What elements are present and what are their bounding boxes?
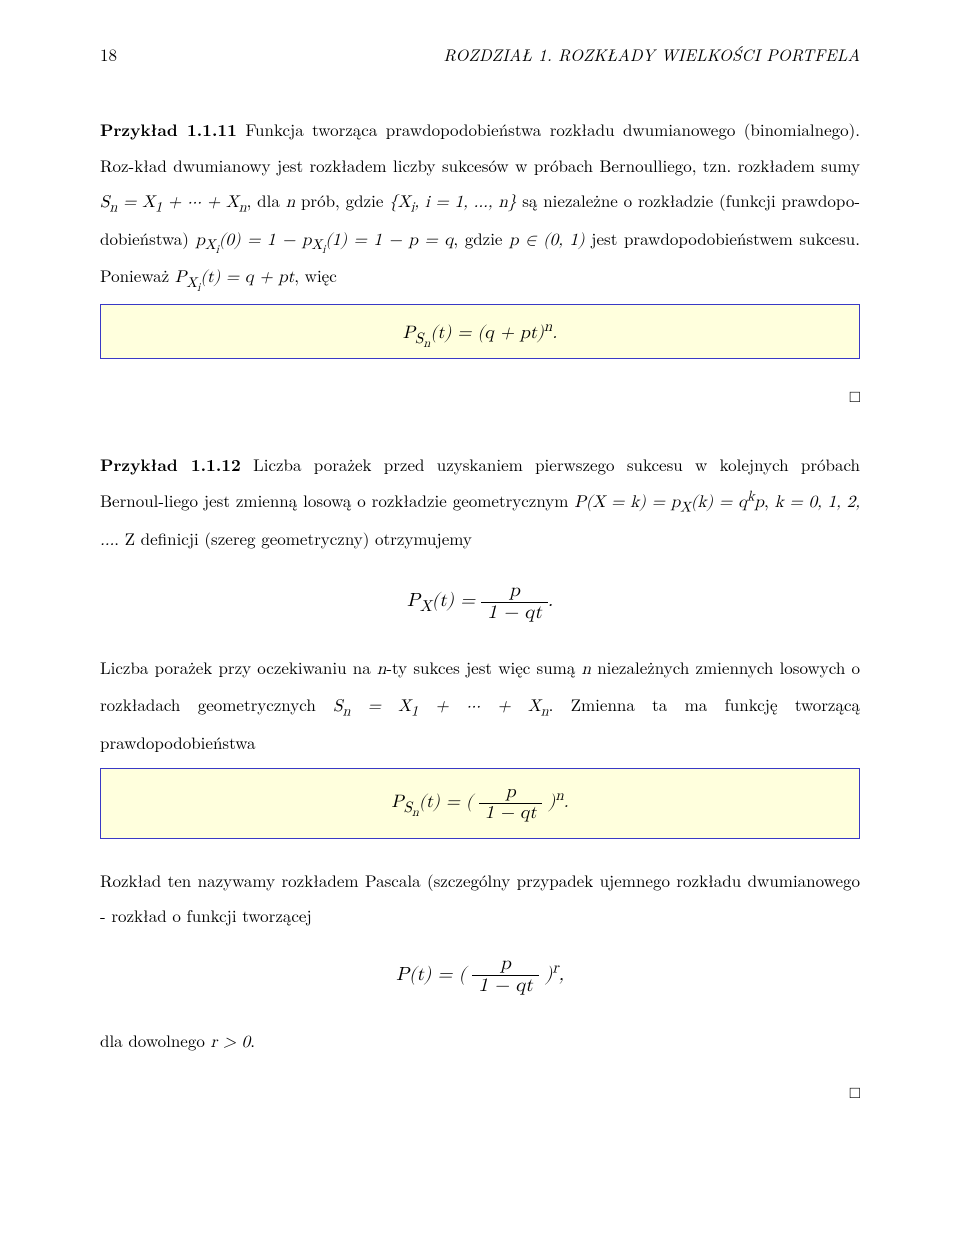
math: pXi(0) = 1 − pXi(1) = 1 − p = q (196, 232, 454, 249)
text: -ty sukces jest więc sumą (386, 655, 581, 679)
math: n (286, 194, 295, 211)
math: Sn = X1 + ··· + Xn (333, 698, 548, 715)
formula: P(t) = ( p 1 − qt )r, (396, 965, 564, 984)
math: r > 0 (211, 1034, 251, 1051)
math: n (377, 661, 386, 678)
box-formula: PSn(t) = ( p 1 − qt )n. (391, 793, 568, 811)
paragraph: dla dowolnego r > 0. (100, 1023, 860, 1061)
running-head: 18 ROZDZIAŁ 1. ROZKŁADY WIELKOŚCI PORTFE… (100, 42, 860, 66)
denominator: 1 − qt (481, 602, 547, 624)
math: p ∈ (0, 1) (509, 232, 585, 249)
math: PXi(t) = q + pt (175, 269, 294, 286)
formula-box: PSn(t) = ( p 1 − qt )n. (100, 768, 860, 839)
display-formula: PX(t) = p 1 − qt . (100, 581, 860, 624)
example-1-1-11: Przykład 1.1.11 Funkcja tworząca prawdop… (100, 112, 860, 296)
paragraph: Rozkład ten nazywamy rozkładem Pascala (… (100, 863, 860, 933)
numerator: p (479, 783, 542, 803)
numerator: p (472, 954, 538, 975)
box-formula: PSn(t) = (q + pt)n. (403, 324, 557, 342)
math: P(X = k) = pX(k) = qkp (574, 494, 764, 511)
text: Liczba porażek przy oczekiwaniu na (100, 655, 377, 679)
fraction: p 1 − qt (481, 581, 547, 624)
text: dla dowolnego (100, 1028, 211, 1052)
page-number: 18 (100, 42, 117, 66)
text: Rozkład ten nazywamy rozkładem Pascala (… (100, 868, 860, 927)
formula-box: PSn(t) = (q + pt)n. (100, 304, 860, 359)
suffix: . (548, 591, 553, 610)
fraction: p 1 − qt (472, 954, 538, 997)
math: {Xi, i = 1, …, n} (389, 194, 516, 211)
text: . Z definicji (szereg geometryczny) otrz… (114, 526, 472, 550)
example-label: Przykład 1.1.12 (100, 453, 241, 477)
text: . (250, 1028, 255, 1052)
numerator: p (481, 581, 547, 602)
text: , (764, 488, 775, 512)
example-1-1-12: Przykład 1.1.12 Liczba porażek przed uzy… (100, 447, 860, 559)
qed-symbol: □ (100, 383, 860, 407)
qed-symbol: □ (100, 1079, 860, 1103)
text: prób, gdzie (295, 188, 389, 212)
denominator: 1 − qt (472, 975, 538, 997)
fraction: p 1 − qt (479, 783, 542, 824)
paragraph: Liczba porażek przy oczekiwaniu na n-ty … (100, 650, 860, 761)
math: n (582, 661, 591, 678)
display-formula: P(t) = ( p 1 − qt )r, (100, 954, 860, 997)
text: , dla (247, 188, 286, 212)
example-label: Przykład 1.1.11 (100, 118, 237, 142)
denominator: 1 − qt (479, 803, 542, 824)
text: , więc (294, 263, 336, 287)
math: Sn = X1 + ··· + Xn (100, 194, 247, 211)
formula: PX(t) = p 1 − qt . (407, 591, 553, 610)
text: , gdzie (453, 226, 509, 250)
page: 18 ROZDZIAŁ 1. ROZKŁADY WIELKOŚCI PORTFE… (0, 0, 960, 1241)
running-title: ROZDZIAŁ 1. ROZKŁADY WIELKOŚCI PORTFELA (443, 42, 860, 66)
